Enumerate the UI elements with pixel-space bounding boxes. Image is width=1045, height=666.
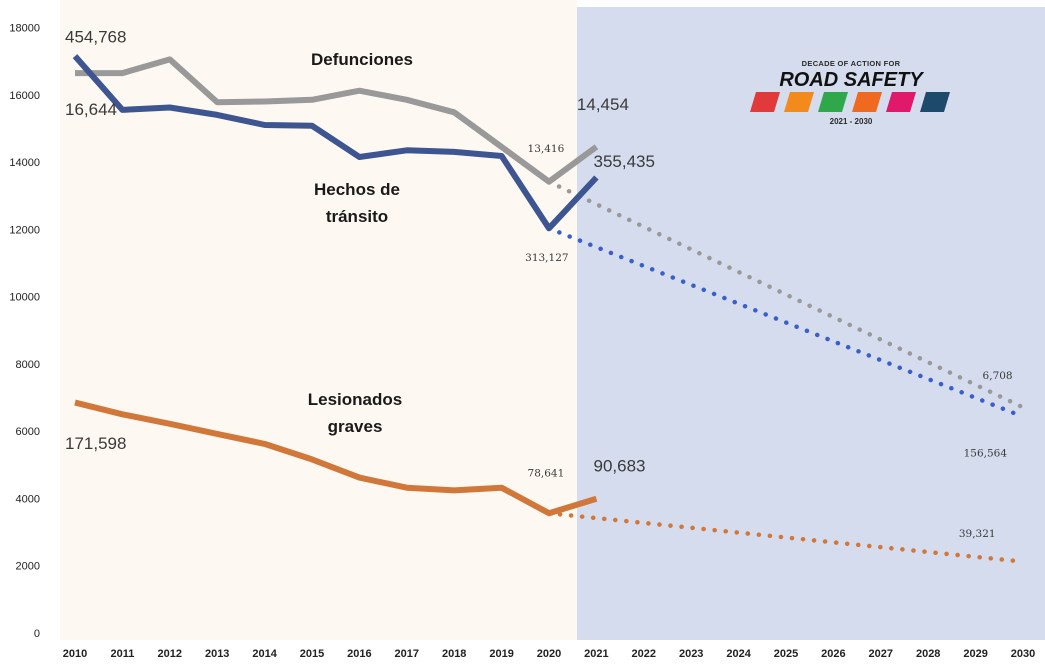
value-annotation: 355,435: [594, 152, 655, 171]
x-tick-label: 2025: [774, 648, 798, 660]
logo-stripe-4: [886, 92, 916, 112]
projection-line-2: [546, 510, 1026, 564]
projection-line-1: [546, 226, 1026, 419]
x-tick-label: 2021: [584, 648, 608, 660]
road-safety-logo: DECADE OF ACTION FOR ROAD SAFETY 2021 - …: [750, 59, 950, 126]
x-tick-label: 2024: [726, 648, 751, 660]
x-tick-label: 2020: [537, 648, 561, 660]
series-line-1: [72, 54, 599, 232]
lesionados-label-line2: graves: [328, 417, 383, 436]
value-annotation: 313,127: [525, 252, 568, 264]
x-tick-label: 2019: [489, 648, 513, 660]
y-tick-label: 18000: [9, 22, 40, 34]
value-annotation: 14,454: [577, 95, 629, 114]
x-tick-label: 2013: [205, 648, 229, 660]
value-annotation: 39,321: [959, 528, 996, 540]
logo-main-text: ROAD SAFETY: [779, 69, 924, 91]
logo-years-text: 2021 - 2030: [830, 117, 873, 126]
value-annotation: 90,683: [594, 456, 646, 475]
y-tick-label: 8000: [16, 359, 40, 371]
background-layer: [60, 0, 1045, 640]
x-tick-label: 2029: [963, 648, 987, 660]
value-annotation: 156,564: [964, 447, 1008, 459]
series-lines: [72, 54, 599, 517]
value-annotation: 13,416: [528, 143, 565, 155]
y-tick-label: 4000: [16, 493, 40, 505]
logo-stripe-5: [920, 92, 950, 112]
value-annotation: 171,598: [65, 434, 126, 453]
axis-ticks: 0 2000 4000 6000 8000 10000 12000 14000 16000 180…: [9, 22, 1035, 660]
y-tick-label: 10000: [9, 292, 40, 304]
logo-stripe-3: [852, 92, 882, 112]
projection-line-0: [546, 179, 1026, 410]
x-tick-label: 2023: [679, 648, 703, 660]
x-tick-label: 2017: [395, 648, 419, 660]
value-annotation: 78,641: [528, 468, 565, 480]
logo-stripe-1: [784, 92, 814, 112]
value-annotation: 6,708: [983, 370, 1013, 382]
projection-lines: [546, 179, 1026, 564]
y-tick-label: 0: [34, 628, 40, 640]
x-tick-label: 2011: [110, 648, 134, 660]
hechos-label-line2: tránsito: [326, 207, 388, 226]
x-tick-label: 2027: [869, 648, 893, 660]
logo-stripe-2: [818, 92, 848, 112]
x-tick-label: 2030: [1011, 648, 1035, 660]
y-tick-label: 6000: [16, 426, 40, 438]
series-line-2: [74, 399, 598, 517]
lesionados-label-line1: Lesionados: [308, 390, 402, 409]
x-tick-label: 2014: [252, 648, 277, 660]
y-tick-label: 2000: [16, 561, 40, 573]
hechos-label-line1: Hechos de: [314, 180, 400, 199]
logo-stripe-0: [750, 92, 780, 112]
x-tick-label: 2016: [347, 648, 371, 660]
value-annotations: 454,768 16,644 13,416 14,454 355,435 313,127 6…: [65, 28, 1013, 541]
x-tick-label: 2015: [300, 648, 324, 660]
series-line-0: [75, 56, 599, 185]
y-tick-label: 12000: [9, 224, 40, 236]
x-tick-label: 2018: [442, 648, 466, 660]
x-tick-label: 2022: [632, 648, 656, 660]
x-tick-label: 2028: [916, 648, 940, 660]
x-tick-label: 2026: [821, 648, 845, 660]
x-tick-label: 2012: [158, 648, 182, 660]
value-annotation: 454,768: [65, 28, 126, 47]
logo-stripes: [750, 92, 950, 112]
y-tick-label: 14000: [9, 157, 40, 169]
value-annotation: 16,644: [65, 100, 117, 119]
defunciones-label: Defunciones: [311, 50, 413, 69]
projection-background: [577, 7, 1045, 640]
logo-top-text: DECADE OF ACTION FOR: [802, 59, 901, 68]
x-tick-label: 2010: [63, 648, 87, 660]
y-tick-label: 16000: [9, 90, 40, 102]
